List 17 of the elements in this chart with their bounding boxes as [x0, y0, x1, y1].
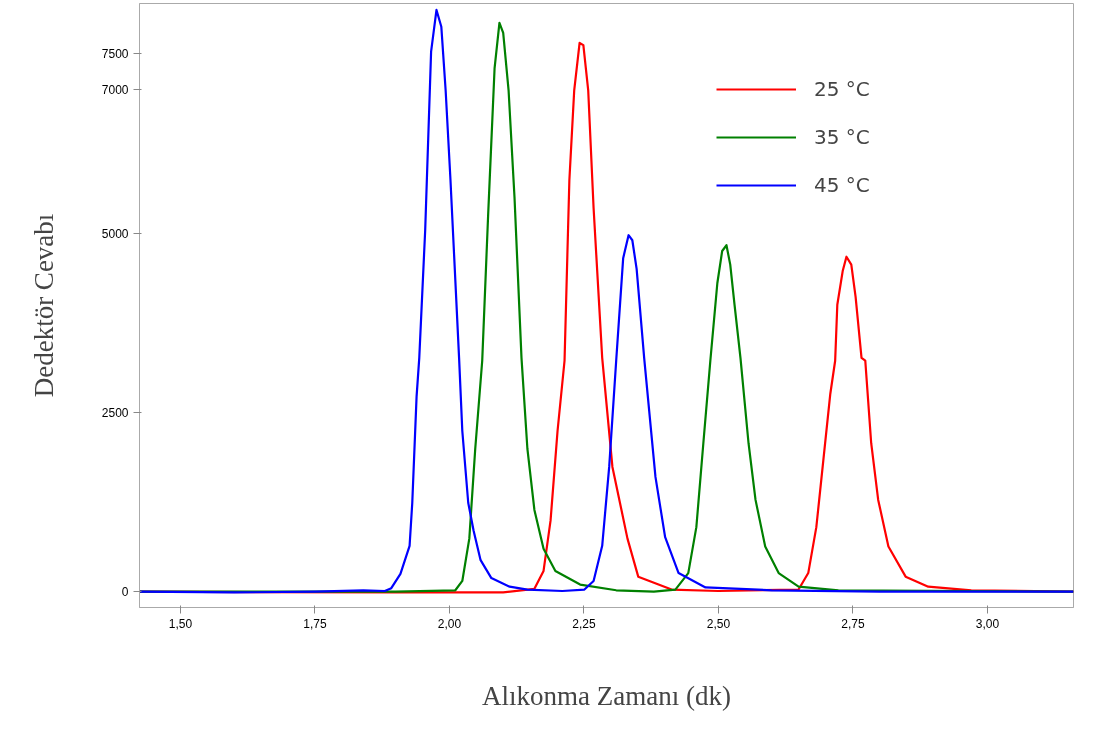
- legend-label: 35 °C: [814, 125, 870, 149]
- x-tick-label: 2,25: [572, 616, 596, 631]
- y-tick-label: 0: [121, 585, 129, 600]
- y-axis-title: Dedektör Cevabı: [28, 213, 59, 398]
- x-axis-title: Alıkonma Zamanı (dk): [482, 680, 731, 711]
- x-tick-label: 3,00: [975, 616, 1000, 631]
- x-tick-label: 1,75: [303, 616, 327, 631]
- x-tick-label: 1,50: [168, 616, 193, 631]
- y-tick-label: 7000: [101, 83, 129, 98]
- x-tick-label: 2,75: [841, 616, 865, 631]
- legend-label: 45 °C: [814, 173, 870, 197]
- y-tick-label: 2500: [101, 405, 129, 420]
- legend-label: 25 °C: [814, 77, 870, 101]
- y-tick-label: 7500: [101, 47, 129, 62]
- x-tick-label: 2,50: [706, 616, 731, 631]
- y-tick-label: 5000: [101, 226, 129, 241]
- x-tick-label: 2,00: [437, 616, 462, 631]
